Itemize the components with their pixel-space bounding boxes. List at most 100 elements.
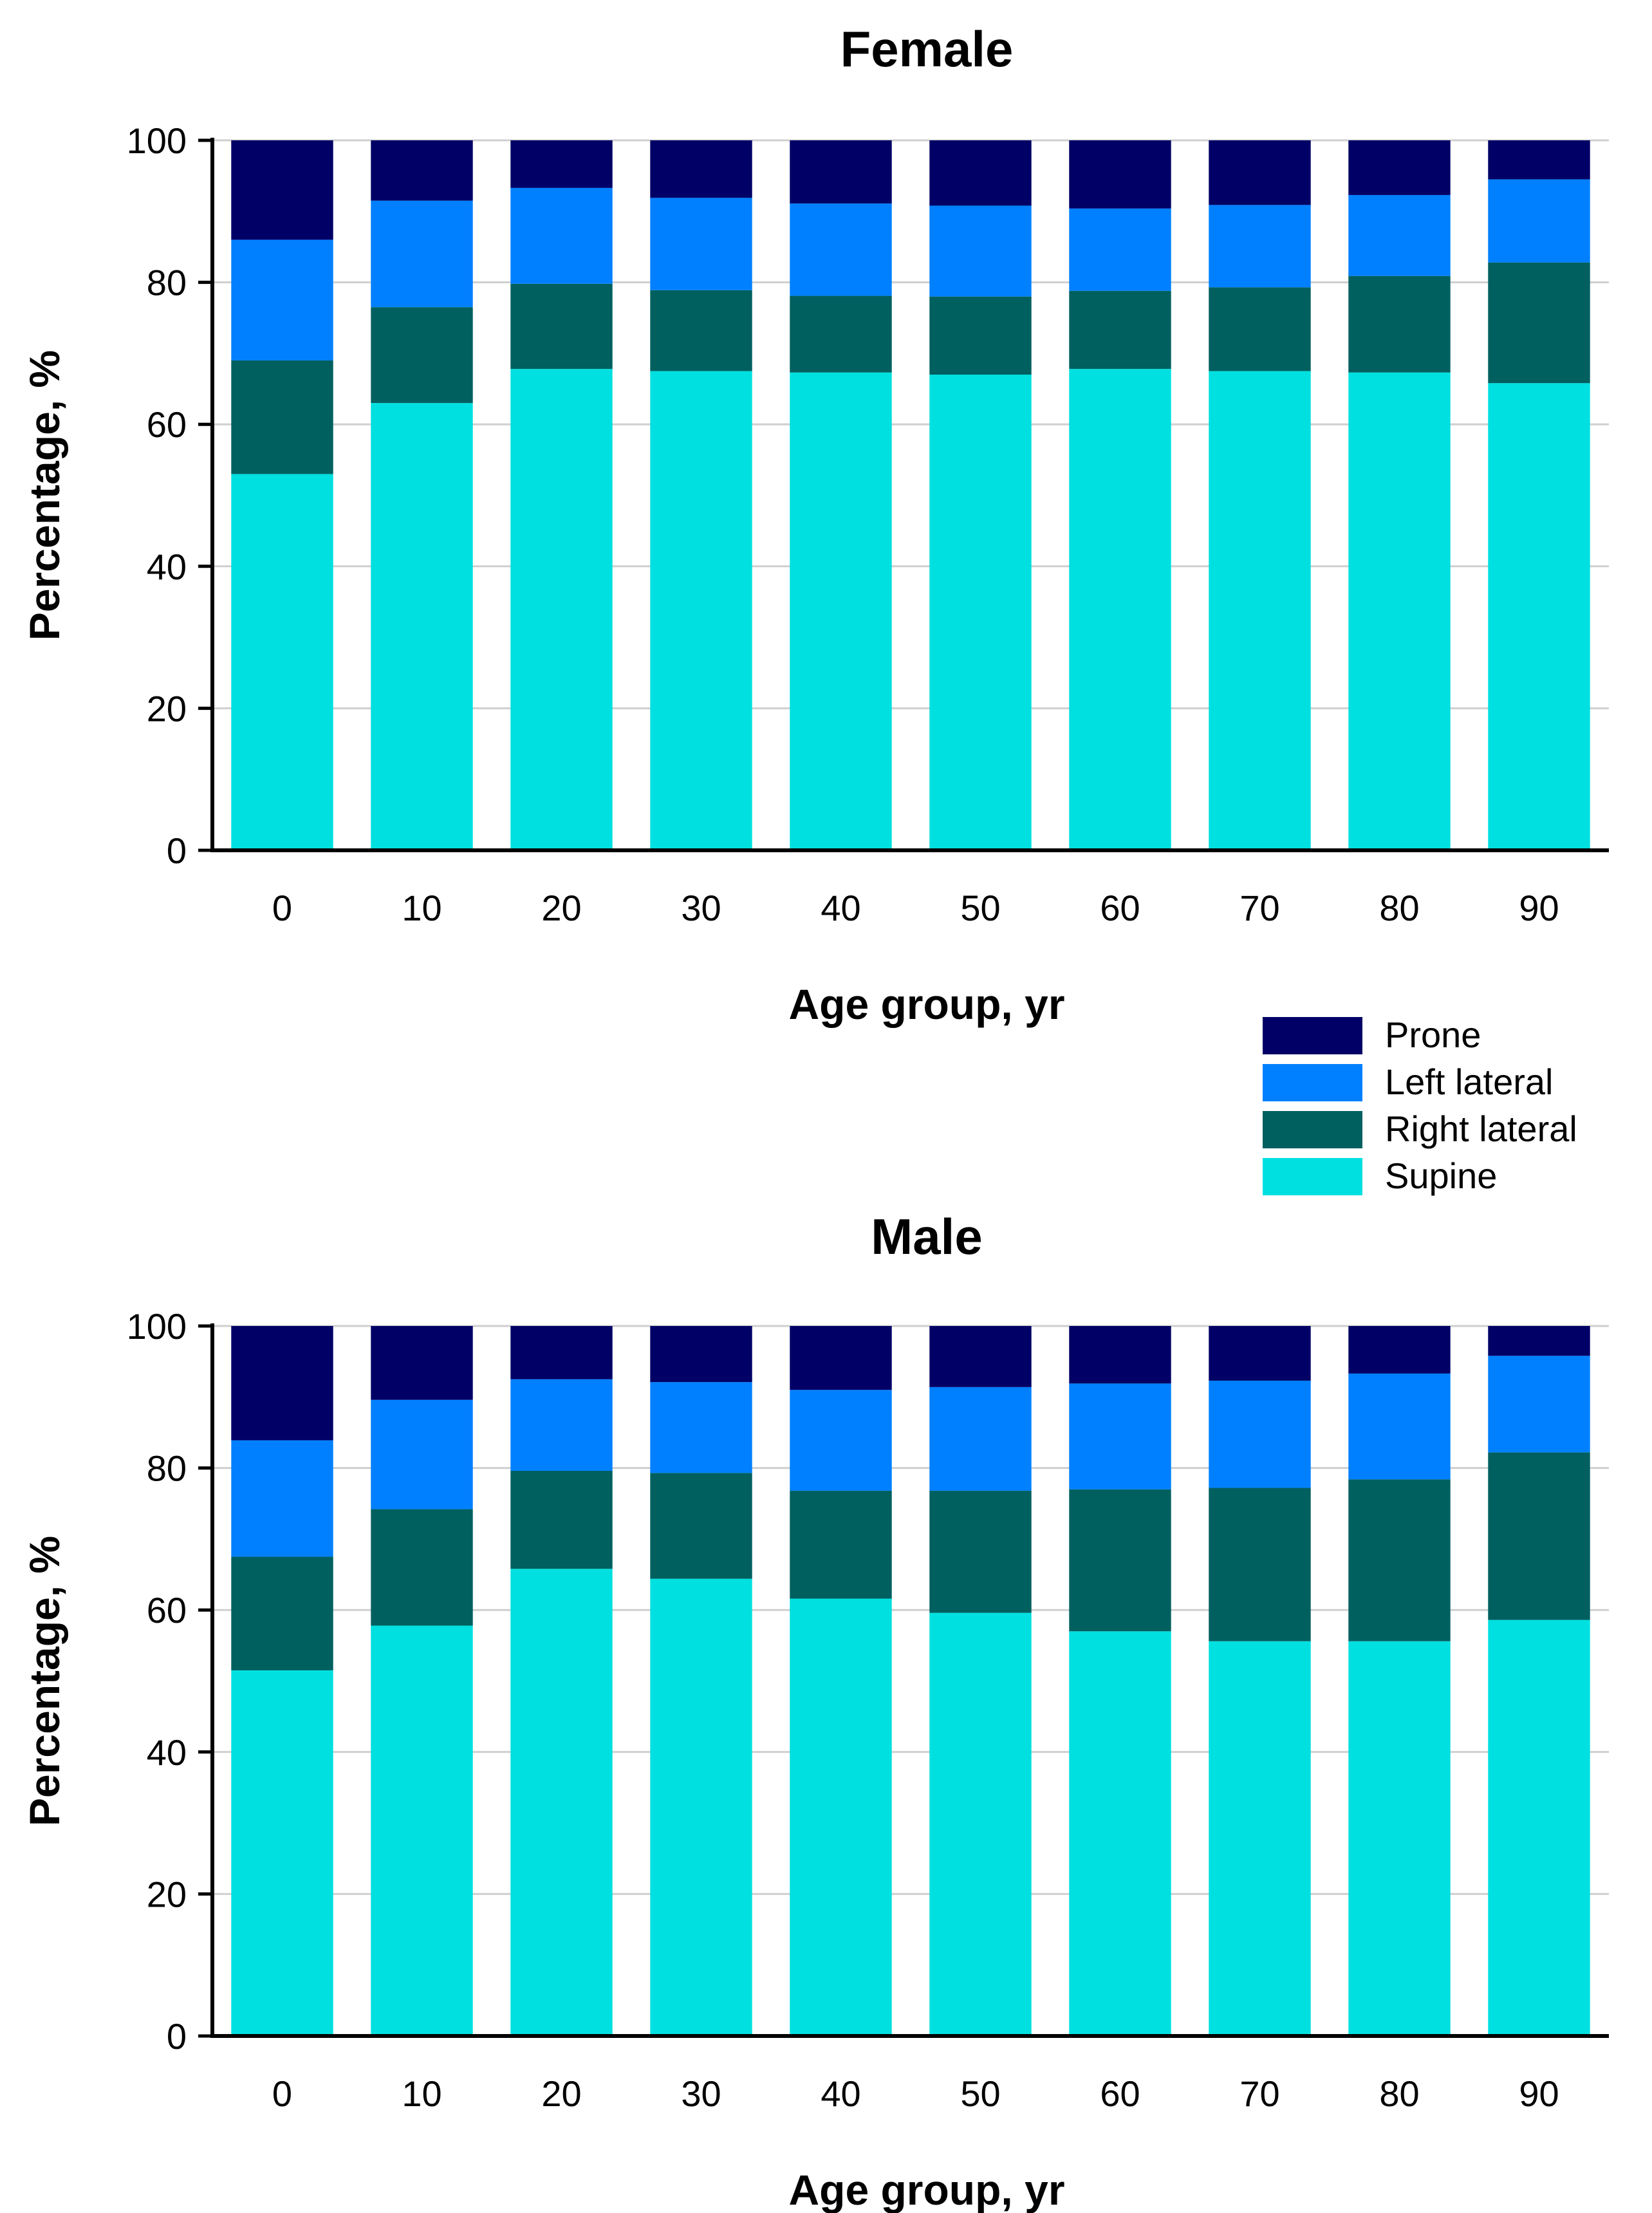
male-y-tick-label-60: 60 (147, 1590, 187, 1630)
female-bar-80-right-lateral (1348, 275, 1451, 373)
male-x-tick-label-20: 20 (541, 2073, 581, 2114)
male-bar-50-supine (929, 1612, 1032, 2036)
female-bar-20-left-lateral (510, 187, 613, 284)
female-bar-50-right-lateral (929, 296, 1032, 375)
male-bar-90-right-lateral (1488, 1452, 1590, 1620)
female-bar-60-supine (1069, 369, 1171, 850)
female-x-tick-label-70: 70 (1239, 888, 1279, 928)
male-bar-30-supine (650, 1578, 752, 2036)
female-y-tick-label-0: 0 (167, 830, 187, 871)
female-bar-30-prone (650, 140, 752, 198)
female-x-tick-label-80: 80 (1379, 888, 1419, 928)
female-bar-20-right-lateral (510, 283, 613, 369)
male-x-tick-label-90: 90 (1519, 2073, 1559, 2114)
female-y-tick-label-100: 100 (127, 120, 187, 161)
male-bar-80-left-lateral (1348, 1373, 1451, 1480)
male-x-tick-label-50: 50 (960, 2073, 1000, 2114)
male-x-tick-label-80: 80 (1379, 2073, 1419, 2114)
male-bar-30-right-lateral (650, 1473, 752, 1579)
male-y-tick-label-20: 20 (147, 1874, 187, 1914)
male-x-tick-label-60: 60 (1100, 2073, 1140, 2114)
male-bar-80-prone (1348, 1326, 1451, 1374)
female-bar-70-left-lateral (1209, 205, 1311, 288)
male-bar-40-prone (790, 1326, 892, 1390)
male-bar-60-left-lateral (1069, 1383, 1171, 1489)
female-x-tick-label-30: 30 (681, 888, 721, 928)
male-bar-20-prone (510, 1326, 613, 1379)
legend: Prone Left lateral Right lateral Supine (1263, 1014, 1577, 1196)
female-bar-0-prone (231, 140, 333, 240)
male-bar-30-prone (650, 1326, 752, 1383)
male-x-axis-label: Age group, yr (788, 2166, 1064, 2213)
male-x-tick-label-70: 70 (1239, 2073, 1279, 2114)
male-bar-50-left-lateral (929, 1387, 1032, 1491)
male-bar-60-prone (1069, 1326, 1171, 1384)
female-bar-50-supine (929, 374, 1032, 850)
male-bar-20-supine (510, 1569, 613, 2036)
female-y-axis-label: Percentage, % (21, 350, 68, 640)
female-bar-30-supine (650, 371, 752, 850)
male-bar-10-prone (371, 1326, 473, 1400)
male-bar-0-supine (231, 1670, 333, 2036)
female-x-axis-label: Age group, yr (788, 980, 1064, 1028)
female-bar-50-prone (929, 140, 1032, 206)
legend-label-prone: Prone (1385, 1014, 1481, 1055)
male-bar-20-right-lateral (510, 1471, 613, 1569)
male-bar-40-left-lateral (790, 1390, 892, 1491)
male-chart: 0 20 40 60 80 100 0 10 20 30 40 50 60 70 80 90 Male Age g… (21, 1208, 1609, 2213)
male-bar-0-left-lateral (231, 1440, 333, 1557)
male-x-tick-label-40: 40 (821, 2073, 860, 2114)
male-chart-title: Male (871, 1208, 982, 1265)
male-bar-80-right-lateral (1348, 1479, 1451, 1641)
female-bar-80-prone (1348, 140, 1451, 195)
male-bar-70-right-lateral (1209, 1488, 1311, 1641)
legend-swatch-prone (1263, 1017, 1362, 1054)
male-y-tick-label-0: 0 (167, 2016, 187, 2057)
male-bar-50-right-lateral (929, 1490, 1032, 1613)
female-bar-50-left-lateral (929, 205, 1032, 297)
legend-label-supine: Supine (1385, 1155, 1497, 1196)
male-bar-10-supine (371, 1625, 473, 2036)
male-bar-70-prone (1209, 1326, 1311, 1381)
female-bar-40-right-lateral (790, 295, 892, 373)
male-bar-70-supine (1209, 1641, 1311, 2036)
male-bar-40-supine (790, 1598, 892, 2036)
female-bar-40-prone (790, 140, 892, 204)
female-bar-10-left-lateral (371, 200, 473, 308)
female-y-tick-label-80: 80 (147, 263, 187, 303)
female-bar-60-prone (1069, 140, 1171, 209)
male-bar-10-left-lateral (371, 1399, 473, 1509)
male-bar-90-supine (1488, 1620, 1590, 2036)
male-y-tick-label-80: 80 (147, 1448, 187, 1489)
female-bar-20-prone (510, 140, 613, 188)
female-y-tick-label-40: 40 (147, 546, 187, 587)
female-bar-60-right-lateral (1069, 290, 1171, 369)
male-bar-90-left-lateral (1488, 1356, 1590, 1453)
male-bar-60-right-lateral (1069, 1489, 1171, 1632)
female-y-tick-label-20: 20 (147, 688, 187, 729)
female-x-tick-label-60: 60 (1100, 888, 1140, 928)
male-bar-90-prone (1488, 1326, 1590, 1356)
female-y-tick-label-60: 60 (147, 404, 187, 445)
female-bar-30-left-lateral (650, 198, 752, 290)
female-x-tick-label-50: 50 (960, 888, 1000, 928)
female-bar-10-supine (371, 403, 473, 850)
female-bar-10-right-lateral (371, 307, 473, 404)
male-bar-80-supine (1348, 1641, 1451, 2036)
male-bar-50-prone (929, 1326, 1032, 1387)
male-y-tick-label-40: 40 (147, 1732, 187, 1773)
female-bar-0-left-lateral (231, 239, 333, 360)
female-bar-70-supine (1209, 371, 1311, 850)
female-x-tick-label-10: 10 (402, 888, 441, 928)
male-bar-0-prone (231, 1326, 333, 1441)
legend-swatch-supine (1263, 1158, 1362, 1195)
male-y-axis-label: Percentage, % (21, 1536, 68, 1826)
female-bar-0-supine (231, 474, 333, 850)
female-bar-70-right-lateral (1209, 287, 1311, 371)
male-x-tick-label-0: 0 (272, 2073, 292, 2114)
male-bar-70-left-lateral (1209, 1380, 1311, 1488)
female-bar-80-left-lateral (1348, 194, 1451, 276)
female-bar-70-prone (1209, 140, 1311, 205)
male-bar-10-right-lateral (371, 1509, 473, 1626)
